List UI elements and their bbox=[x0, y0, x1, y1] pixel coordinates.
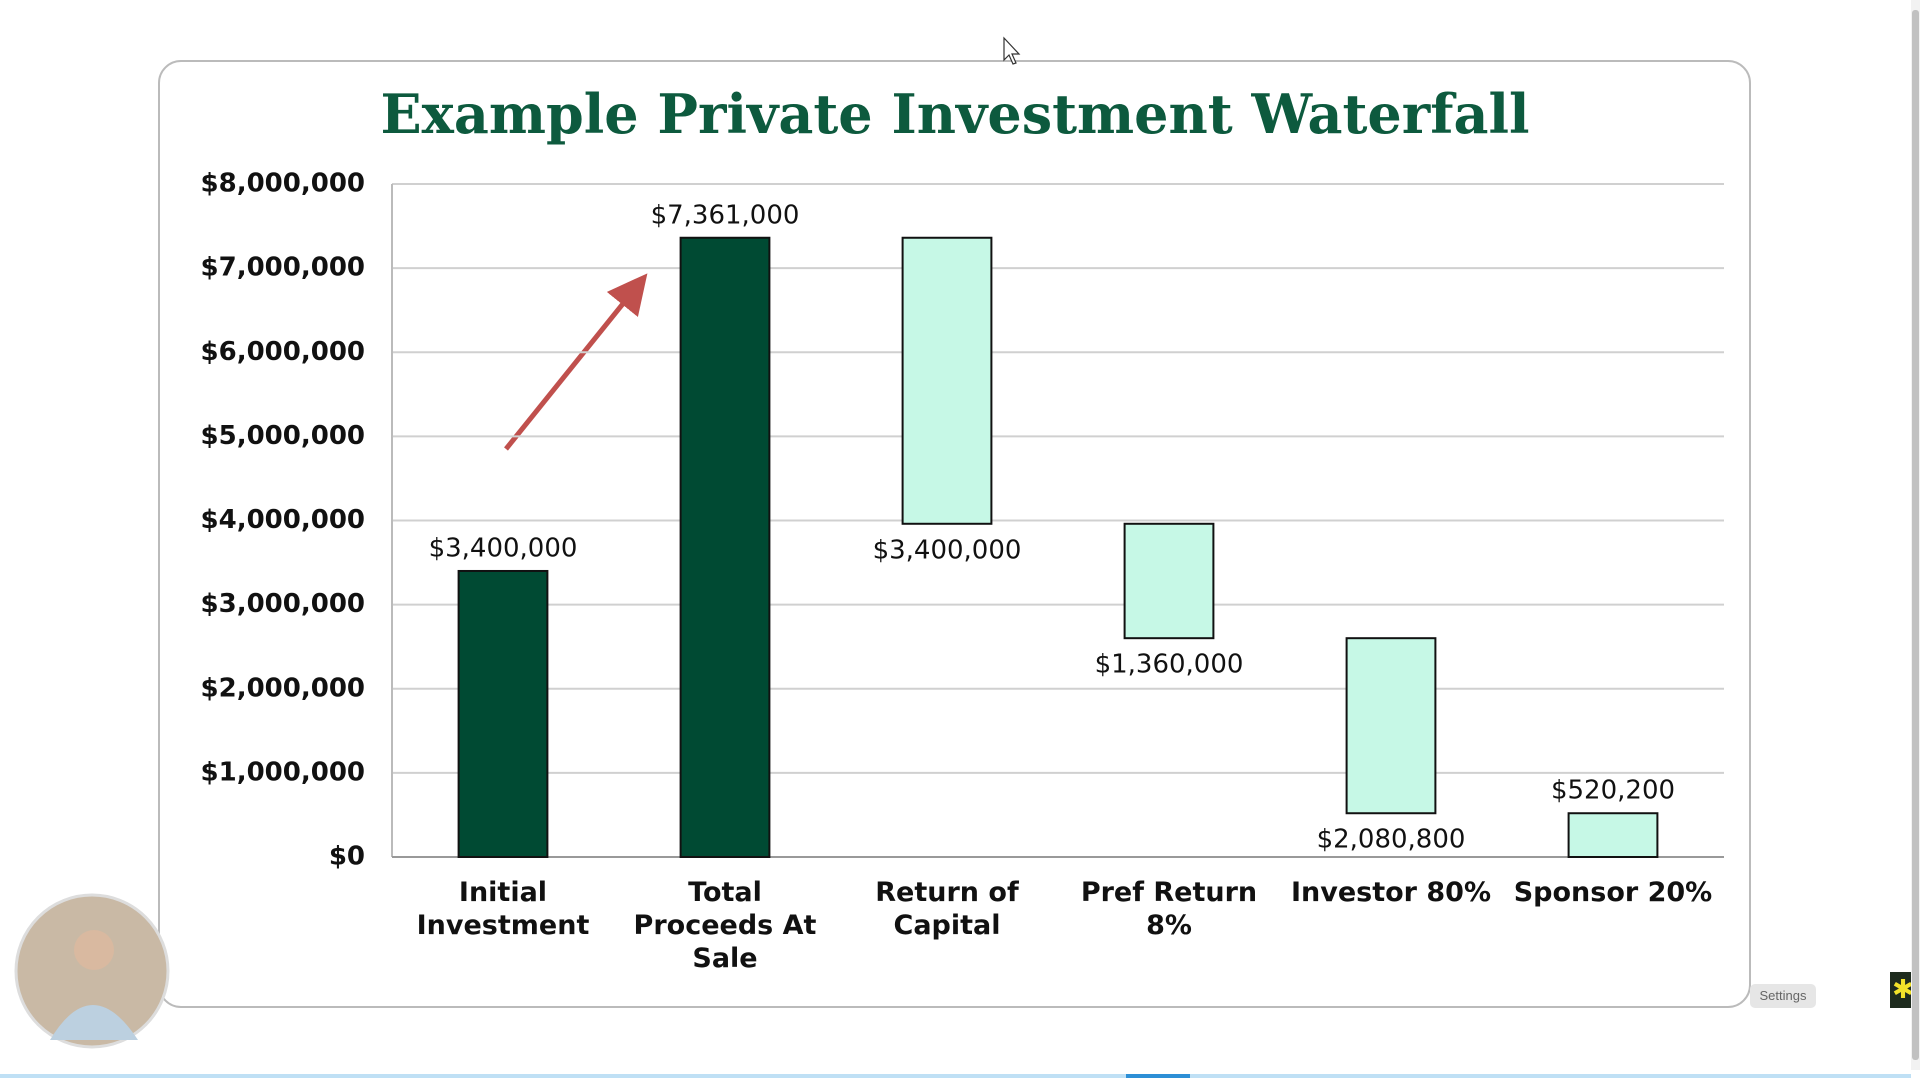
y-tick-label: $7,000,000 bbox=[201, 253, 365, 283]
bar bbox=[1345, 637, 1437, 815]
bar bbox=[901, 236, 993, 525]
y-tick-label: $2,000,000 bbox=[201, 673, 365, 703]
plot: $0 $1,000,000 $2,000,000 $3,000,000 $4,000,0… bbox=[201, 169, 1724, 872]
value-label: $3,400,000 bbox=[873, 535, 1022, 565]
x-tick-label: Investor 80% bbox=[1290, 877, 1492, 908]
annotation-arrow bbox=[504, 273, 648, 451]
y-tick-label: $5,000,000 bbox=[201, 421, 365, 451]
value-label: $1,360,000 bbox=[1095, 650, 1244, 680]
bar bbox=[1567, 812, 1659, 858]
value-label: $2,080,800 bbox=[1317, 825, 1466, 855]
y-tick-label: $4,000,000 bbox=[201, 505, 365, 535]
x-tick-label: Sponsor 20% bbox=[1513, 877, 1713, 908]
chart-title: Example Private Investment Waterfall bbox=[381, 82, 1530, 146]
progress-track[interactable] bbox=[0, 1074, 1911, 1078]
x-tick-label: Return of Capital bbox=[875, 877, 1019, 941]
webcam bbox=[14, 893, 170, 1049]
plugin-glyph: ✱ bbox=[1892, 974, 1914, 1004]
settings-button[interactable]: Settings bbox=[1750, 984, 1816, 1008]
value-label: $520,200 bbox=[1551, 776, 1675, 806]
bar bbox=[457, 569, 549, 858]
webcam-face bbox=[74, 930, 114, 970]
progress-current[interactable] bbox=[1126, 1074, 1190, 1078]
bar bbox=[679, 236, 771, 859]
value-label: $3,400,000 bbox=[429, 533, 578, 563]
x-tick-label: Pref Return 8% bbox=[1080, 877, 1258, 941]
slide-frame bbox=[158, 60, 1751, 1008]
y-tick-label: $3,000,000 bbox=[201, 589, 365, 619]
y-tick-label: $8,000,000 bbox=[201, 169, 365, 199]
bar bbox=[1123, 522, 1215, 640]
y-tick-label: $0 bbox=[329, 842, 365, 872]
value-label: $7,361,000 bbox=[651, 200, 800, 230]
webcam-body bbox=[50, 1005, 138, 1040]
mouse-cursor bbox=[1003, 36, 1021, 65]
y-tick-label: $6,000,000 bbox=[201, 337, 365, 367]
scrollbar-thumb[interactable] bbox=[1912, 10, 1919, 1060]
y-tick-label: $1,000,000 bbox=[201, 757, 365, 787]
x-tick-label: Initial Investment bbox=[416, 877, 590, 941]
x-tick-label: Total Proceeds At Sale bbox=[633, 877, 817, 974]
